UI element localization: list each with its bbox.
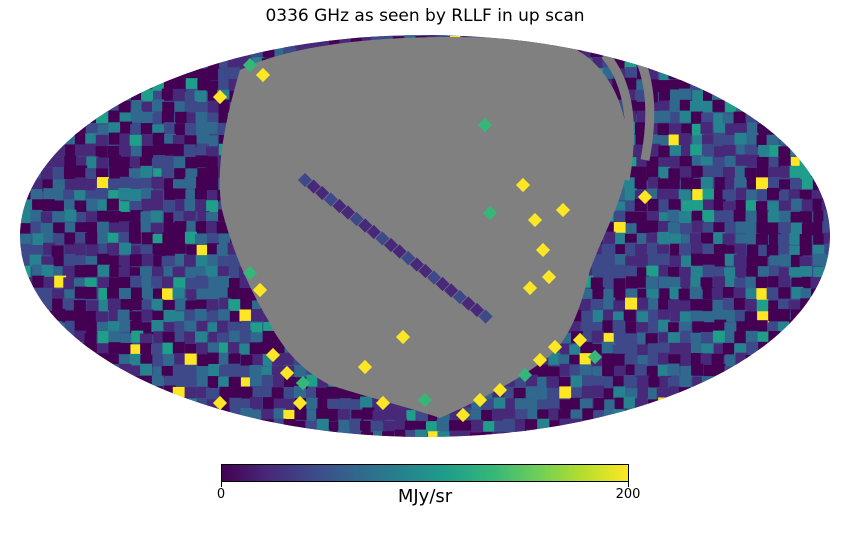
- colorbar: [221, 464, 629, 482]
- colorbar-unit-label: MJy/sr: [397, 486, 453, 507]
- sky-map: [20, 35, 830, 437]
- map-title: 0336 GHz as seen by RLLF in up scan: [265, 6, 585, 26]
- colorbar-max-label: 200: [615, 487, 641, 502]
- colorbar-gradient: [222, 465, 628, 481]
- map-pixels: [20, 35, 830, 437]
- colorbar-tick-max: [628, 482, 629, 487]
- colorbar-min-label: 0: [216, 487, 226, 502]
- colorbar-tick-min: [221, 482, 222, 487]
